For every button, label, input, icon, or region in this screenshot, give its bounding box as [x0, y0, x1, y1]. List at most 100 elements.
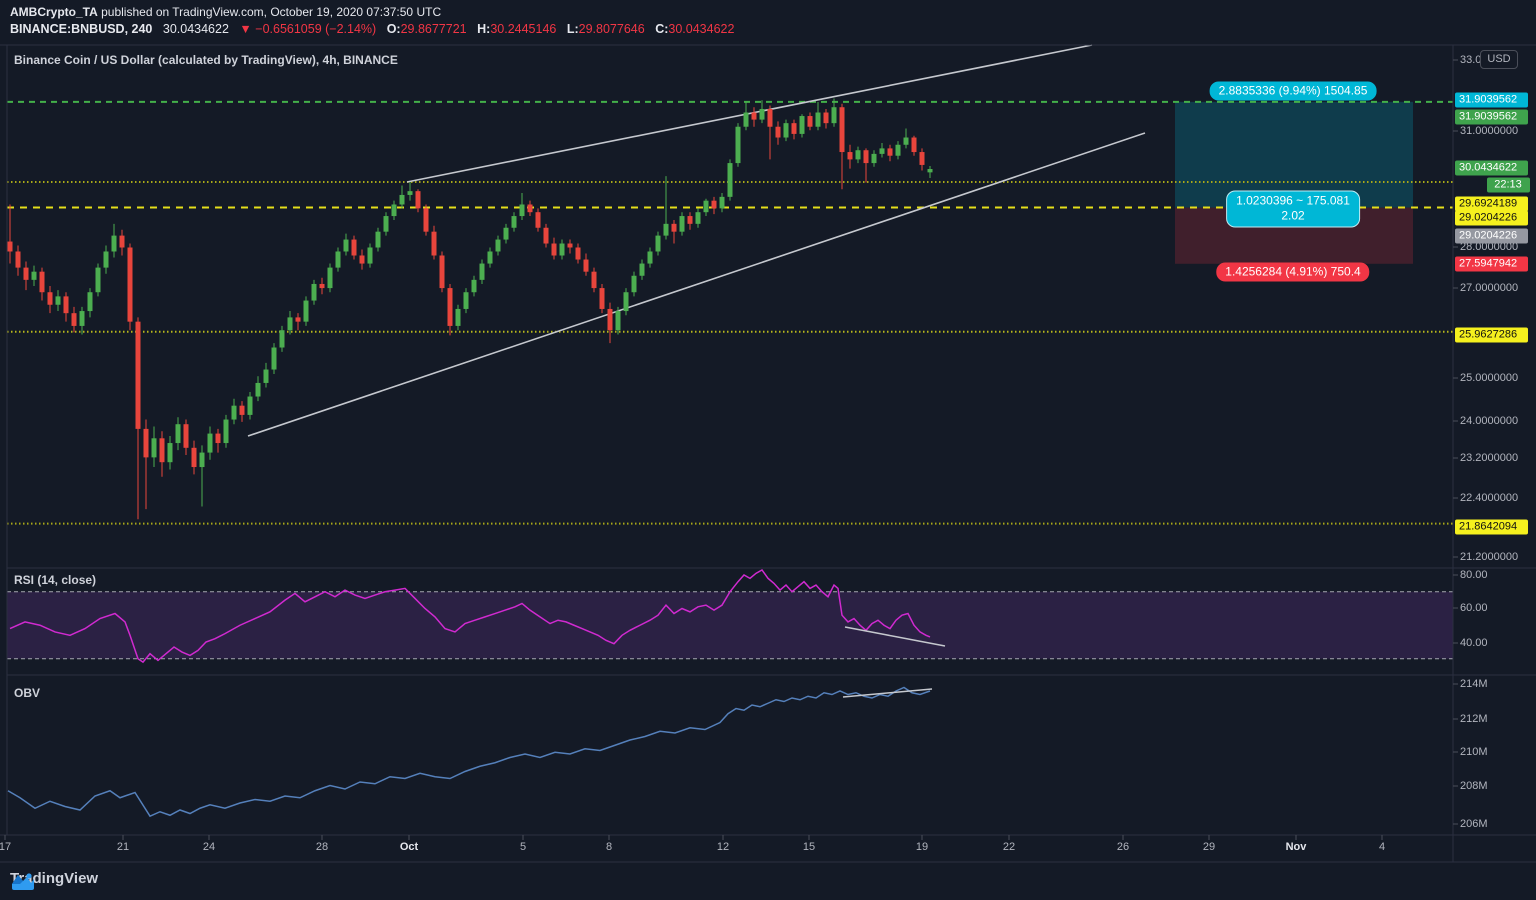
currency-toggle-button[interactable]: USD: [1480, 50, 1518, 69]
candle-body: [343, 239, 349, 252]
symbol-interval: BINANCE:BNBUSD, 240: [10, 22, 153, 36]
candle-body: [879, 148, 885, 154]
candle-body: [215, 433, 221, 444]
candle-body: [807, 116, 813, 127]
time-axis-label: 26: [1116, 841, 1130, 853]
time-axis-label: 21: [116, 841, 130, 853]
candle-body: [159, 438, 165, 463]
candle-body: [415, 191, 421, 209]
open-value: 29.8677721: [400, 22, 467, 36]
price-axis-label[interactable]: 31.9039562: [1455, 92, 1528, 108]
candle-body: [399, 194, 405, 205]
candle-body: [823, 112, 829, 124]
candle-body: [383, 216, 389, 232]
candle-body: [831, 107, 837, 124]
price-axis-label: 28.0000000: [1460, 241, 1519, 253]
candle-body: [303, 300, 309, 322]
tradingview-logo-icon: [12, 873, 34, 890]
price-axis-label: 25.0000000: [1460, 372, 1519, 384]
candle-body: [863, 150, 869, 164]
price-axis-label: 208M: [1460, 780, 1488, 792]
time-axis-label: Nov: [1285, 841, 1307, 853]
candle-body: [119, 235, 125, 248]
candle-body: [839, 107, 845, 153]
price-axis-label[interactable]: 21.8642094: [1455, 519, 1528, 535]
price-axis-label[interactable]: 29.0204226: [1455, 210, 1528, 226]
rsi-trendline[interactable]: [844, 626, 946, 647]
time-axis-label: 12: [716, 841, 730, 853]
price-axis-label: 22.4000000: [1460, 492, 1519, 504]
candle-body: [471, 279, 477, 293]
trendline[interactable]: [406, 44, 1093, 183]
candle-body: [231, 405, 237, 420]
candle-body: [247, 396, 253, 415]
time-axis-label: Oct: [399, 841, 419, 853]
change-arrow-icon: ▼: [239, 22, 252, 36]
candle-body: [655, 235, 661, 252]
candle-body: [359, 255, 365, 264]
price-axis-label[interactable]: 29.6924189: [1455, 196, 1528, 212]
rr-target-label[interactable]: 2.8835336 (9.94%) 1504.85: [1209, 81, 1377, 101]
candle-body: [783, 123, 789, 138]
time-axis-label: 24: [202, 841, 216, 853]
price-axis-label: 80.00: [1460, 569, 1488, 581]
rr-stop-label[interactable]: 1.4256284 (4.91%) 750.4: [1216, 262, 1370, 282]
candle-body: [615, 311, 621, 331]
candle-body: [511, 216, 517, 228]
candle-body: [199, 452, 205, 468]
close-label: C:: [655, 22, 669, 36]
price-axis-label: 60.00: [1460, 602, 1488, 614]
candle-body: [639, 263, 645, 276]
obv-indicator-title[interactable]: OBV: [14, 686, 41, 700]
rr-ratio-label[interactable]: 1.0230396 ~ 175.081 2.02: [1226, 190, 1360, 228]
price-axis-label: 27.0000000: [1460, 282, 1519, 294]
candle-body: [463, 292, 469, 309]
tradingview-logo[interactable]: TradingView: [10, 870, 98, 890]
candle-body: [735, 126, 741, 164]
candle-body: [775, 126, 781, 138]
candle-body: [335, 251, 341, 268]
candle-body: [495, 239, 501, 252]
candle-body: [311, 283, 317, 301]
price-axis-label[interactable]: 27.5947942: [1455, 256, 1528, 272]
candle-body: [319, 283, 325, 289]
price-axis-label[interactable]: 25.9627286: [1455, 327, 1528, 343]
rr-reward-zone[interactable]: [1175, 101, 1413, 208]
price-axis-label[interactable]: 31.9039562: [1455, 109, 1528, 125]
price-axis-label[interactable]: 30.0434622: [1455, 160, 1528, 176]
price-axis-label[interactable]: 29.0204226: [1455, 228, 1528, 244]
candle-body: [191, 447, 197, 468]
candle-body: [375, 231, 381, 248]
trendline[interactable]: [247, 132, 1146, 437]
price-axis-label: 24.0000000: [1460, 415, 1519, 427]
candle-body: [695, 212, 701, 224]
obv-trendline[interactable]: [842, 688, 933, 698]
candle-body: [527, 204, 533, 213]
candle-body: [607, 308, 613, 331]
candle-countdown[interactable]: 22:13: [1487, 177, 1530, 193]
high-value: 30.2445146: [490, 22, 557, 36]
candle-body: [287, 317, 293, 331]
candle-body: [719, 196, 725, 209]
candle-body: [919, 152, 925, 165]
time-axis-label: 4: [1378, 841, 1386, 853]
close-value: 30.0434622: [668, 22, 735, 36]
chart-title: Binance Coin / US Dollar (calculated by …: [14, 53, 398, 67]
low-label: L:: [566, 22, 579, 36]
byline-text: published on TradingView.com, October 19…: [97, 5, 442, 19]
rsi-indicator-title[interactable]: RSI (14, close): [14, 573, 97, 587]
candle-body: [711, 200, 717, 209]
rr-ratio-line2: 2.02: [1281, 208, 1305, 223]
candle-body: [479, 263, 485, 280]
candle-body: [47, 292, 53, 305]
candle-body: [95, 267, 101, 293]
candle-body: [127, 247, 133, 322]
time-axis-label: 5: [519, 841, 527, 853]
candle-body: [407, 191, 413, 195]
candle-body: [487, 251, 493, 264]
symbol-info-bar: BINANCE:BNBUSD, 240 30.0434622 ▼ −0.6561…: [10, 22, 734, 36]
high-label: H:: [477, 22, 491, 36]
candle-body: [743, 112, 749, 127]
